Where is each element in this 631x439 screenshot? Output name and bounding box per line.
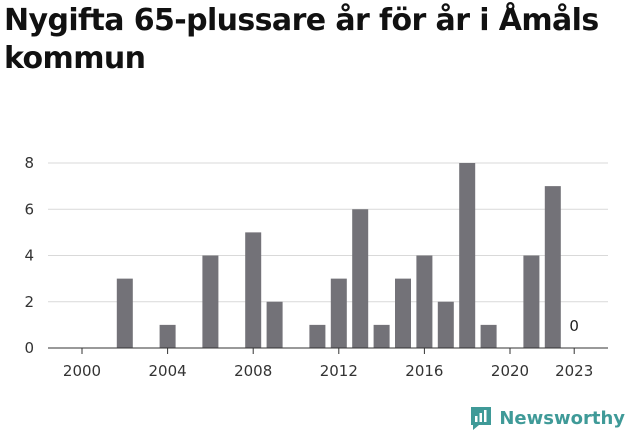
newsworthy-logo[interactable]: Newsworthy <box>469 405 625 431</box>
y-tick-label-6: 6 <box>24 200 34 218</box>
bar-2012 <box>330 278 347 348</box>
bar-2015 <box>395 278 411 348</box>
x-tick-label-2012: 2012 <box>320 362 358 380</box>
bar-2011 <box>309 324 326 348</box>
bar-2017 <box>437 301 454 348</box>
bar-2018 <box>459 163 476 348</box>
chart-title: Nygifta 65-plussare år för år i Åmåls ko… <box>4 3 599 76</box>
x-tick-label-2000: 2000 <box>63 362 101 380</box>
x-tick-label-2023: 2023 <box>555 362 593 380</box>
y-tick-label-0: 0 <box>24 339 34 357</box>
x-axis <box>48 347 608 354</box>
bar-2022 <box>544 186 561 348</box>
axis-labels: 0 2 4 6 8 2000 2004 2008 2012 2016 2020 2023 0 <box>24 154 593 380</box>
bar-2009 <box>266 301 283 348</box>
y-tick-label-2: 2 <box>24 293 34 311</box>
bar-2021 <box>523 255 540 348</box>
x-tick-label-2008: 2008 <box>234 362 272 380</box>
bar-2014 <box>373 324 390 348</box>
grid-lines <box>48 162 608 303</box>
bar-2019 <box>480 324 497 348</box>
bars <box>116 163 561 348</box>
bar-2016 <box>416 255 433 348</box>
brand-name: Newsworthy <box>499 407 625 429</box>
bar-2002 <box>116 278 133 348</box>
data-label-2023: 0 <box>569 317 579 335</box>
y-tick-label-8: 8 <box>24 154 34 172</box>
y-tick-label-4: 4 <box>24 247 34 265</box>
x-tick-label-2020: 2020 <box>491 362 529 380</box>
x-tick-label-2004: 2004 <box>149 362 187 380</box>
newsworthy-icon <box>471 407 492 430</box>
x-tick-label-2016: 2016 <box>405 362 443 380</box>
bar-2013 <box>352 209 369 348</box>
bar-2004 <box>159 324 176 348</box>
bar-2006 <box>202 255 219 348</box>
bar-2008 <box>245 232 262 348</box>
